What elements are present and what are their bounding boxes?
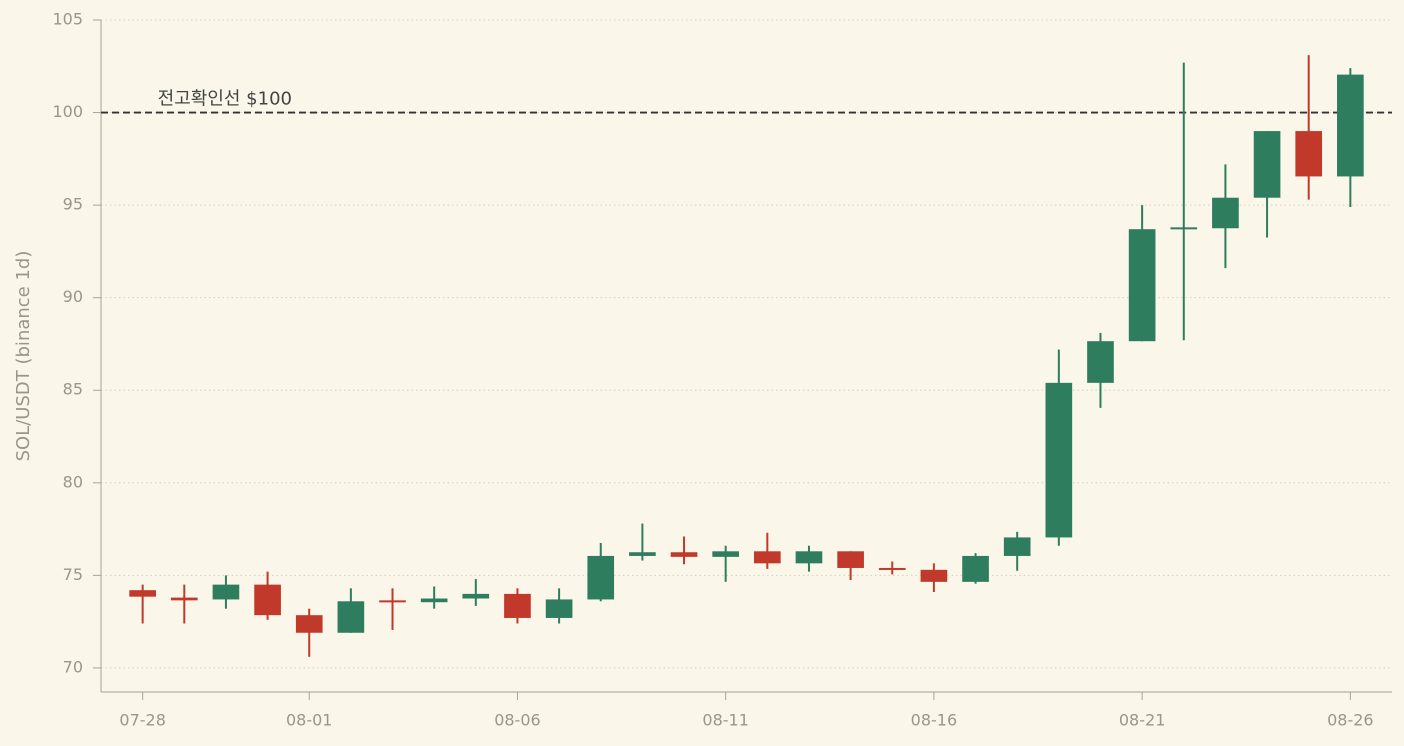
candle-body [212,584,240,600]
candle-body [254,584,281,616]
candle-body [504,593,531,618]
y-tick-label: 70 [63,657,83,676]
x-tick-label: 08-26 [1327,711,1374,730]
y-tick-label: 95 [63,195,83,214]
x-tick-label: 08-06 [494,711,541,730]
candle-body [1128,229,1156,342]
y-axis-label: SOL/USDT (binance 1d) [13,251,34,462]
candle-body [545,599,573,618]
candle-body [670,552,698,557]
candle-body [1087,341,1114,383]
candle-body [337,601,365,633]
candle-body [962,555,989,582]
x-tick-label: 08-11 [702,711,749,730]
candle-body [712,551,740,557]
candle-body [1212,197,1239,229]
candle-body [795,551,823,564]
y-tick-label: 105 [52,10,83,29]
y-tick-label: 100 [52,102,83,121]
y-tick-label: 80 [63,472,83,491]
candle-body [1045,382,1073,538]
candle-body [170,597,198,601]
candle-body [420,598,448,603]
candle-body [1170,227,1198,230]
candle-body [1253,131,1281,198]
x-tick-label: 08-16 [911,711,958,730]
candle-body [920,569,948,582]
x-tick-label: 07-28 [119,711,166,730]
annotation: 전고확인선 $100 [158,89,292,110]
x-tick-label: 08-21 [1119,711,1166,730]
candle-body [1295,131,1323,177]
candle-body [379,600,406,603]
x-tick-label: 08-01 [286,711,333,730]
candle-body [629,552,656,556]
candle-body [129,590,156,597]
candle-body [587,555,615,600]
candle-body [753,551,781,564]
candle-body [295,615,323,633]
candle-body [837,551,864,568]
candle-body [1337,74,1364,177]
candle-body [462,593,490,599]
candle-body [1003,537,1031,556]
y-tick-label: 75 [63,565,83,584]
y-tick-label: 90 [63,287,83,306]
candle-body [878,567,906,570]
y-tick-label: 85 [63,380,83,399]
